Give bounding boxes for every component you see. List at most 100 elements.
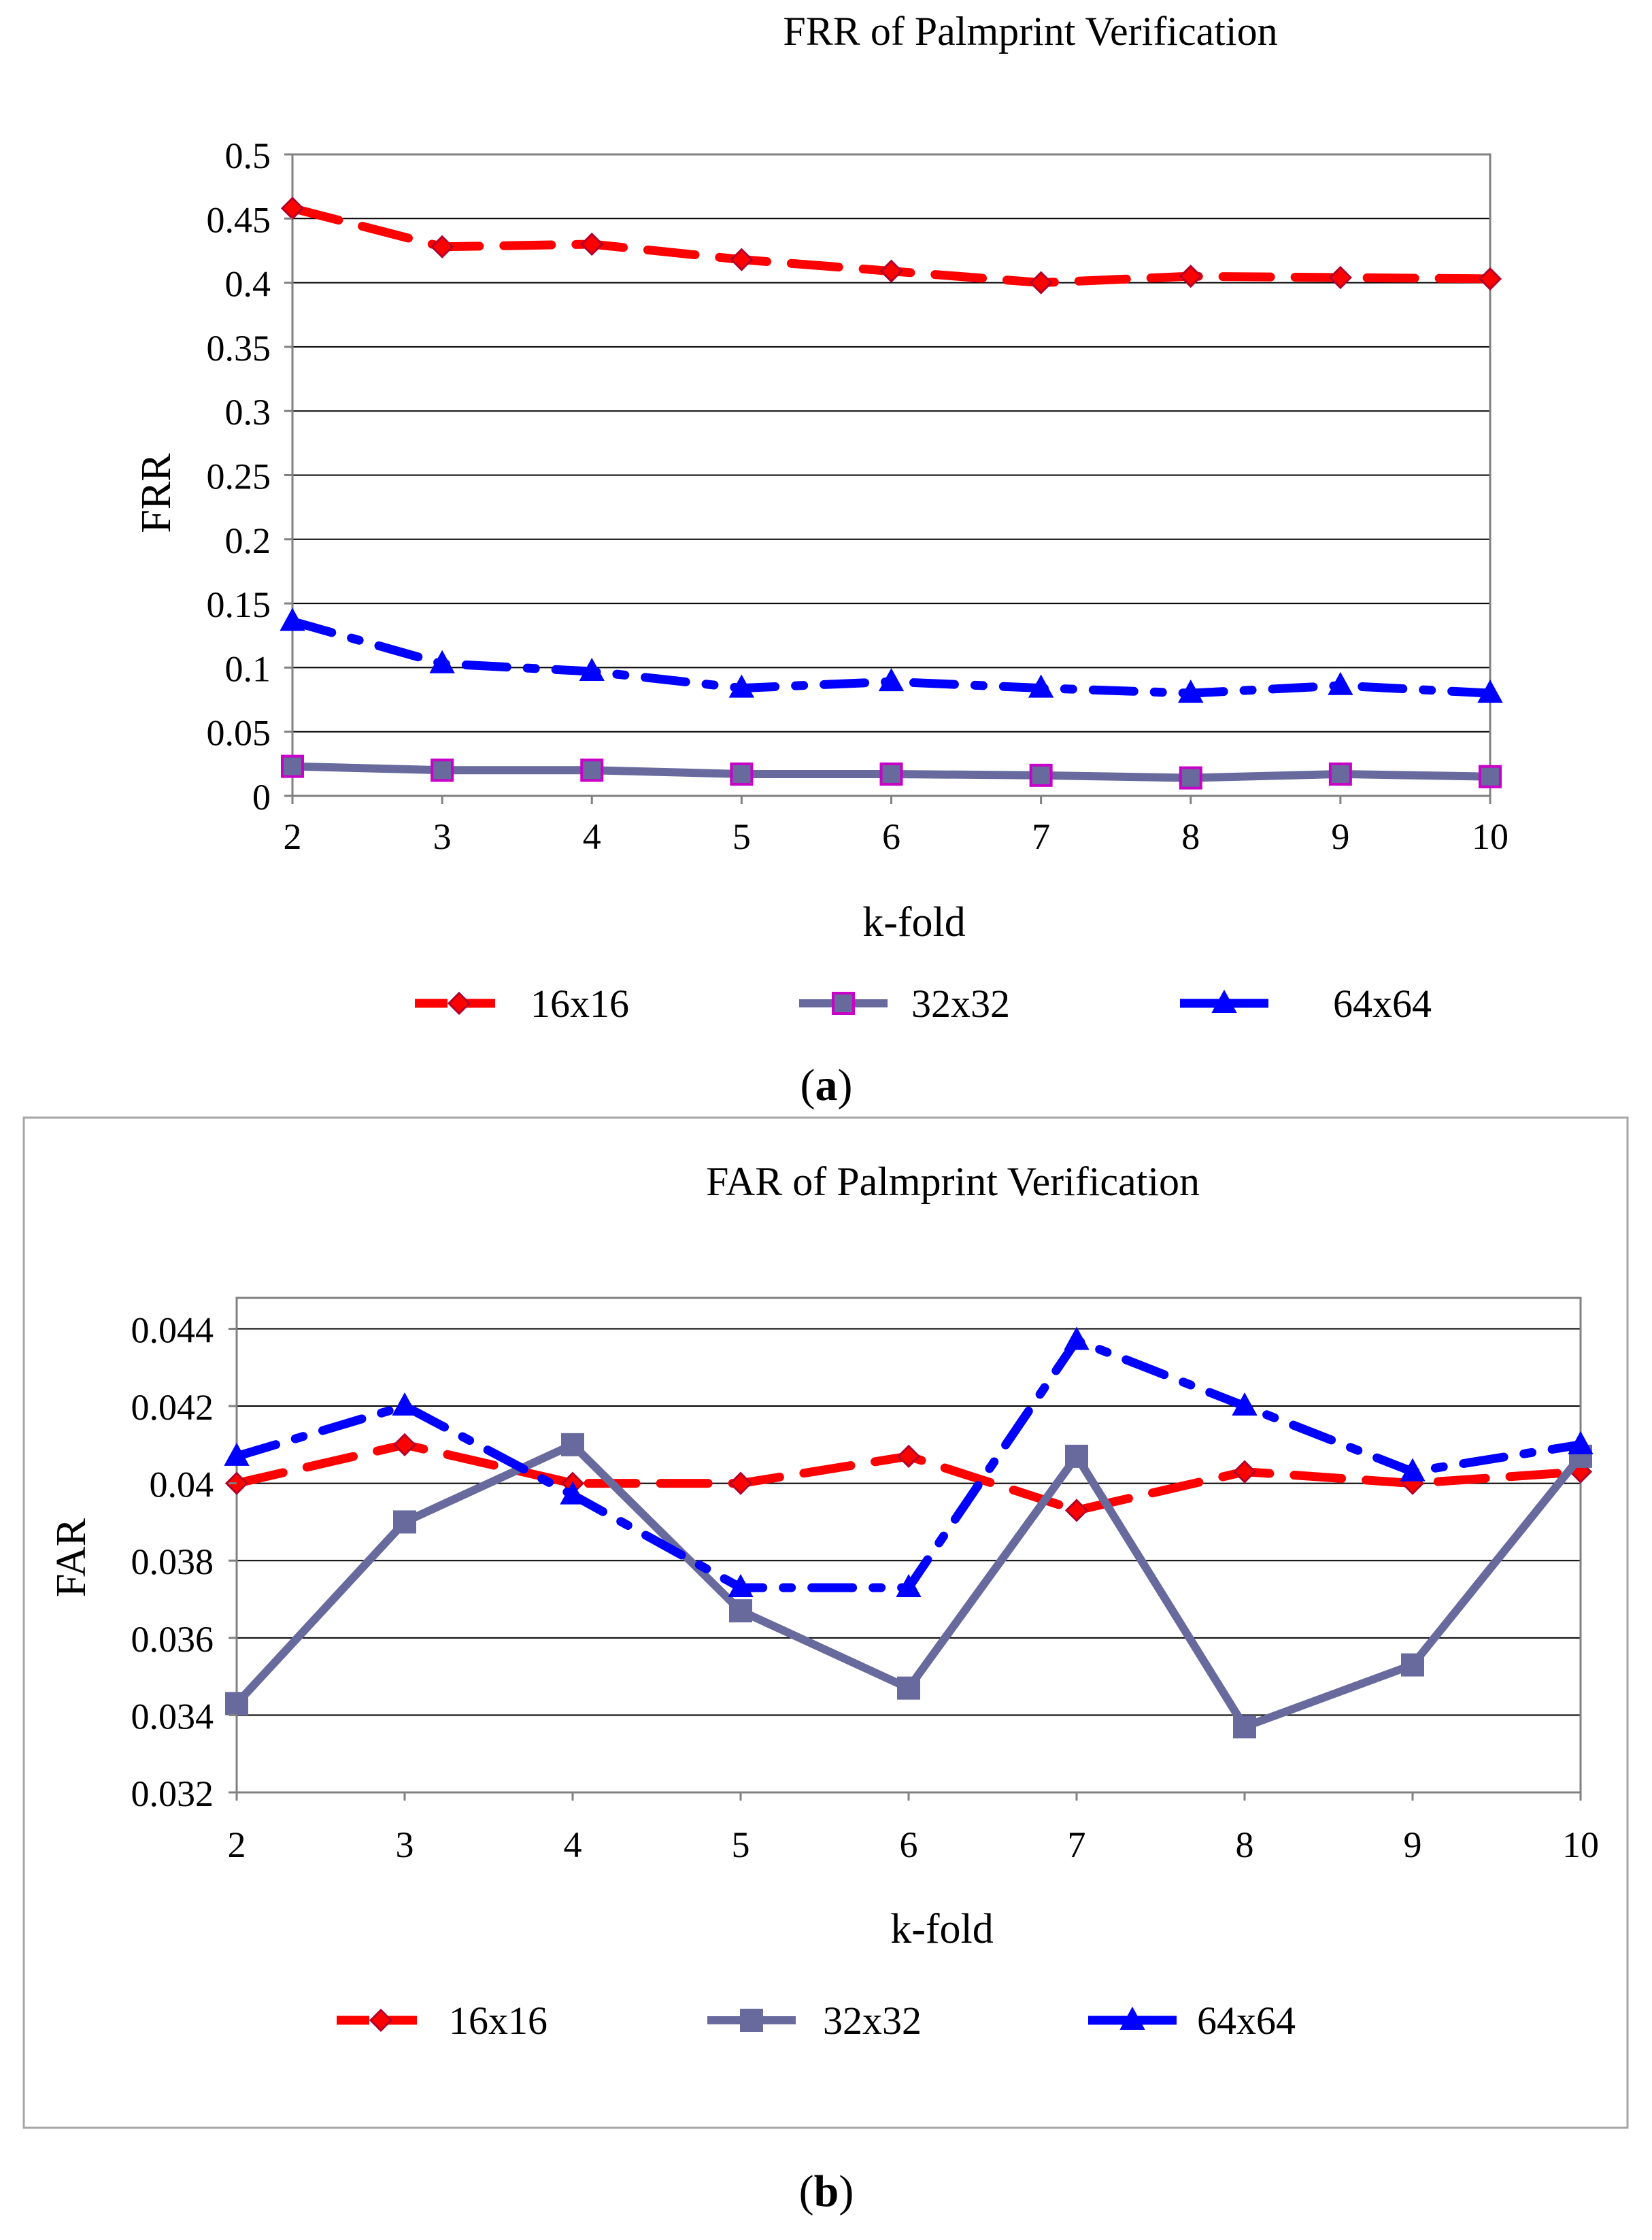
chart-a-legend-label-32x32: 32x32 (911, 982, 1010, 1026)
chart-a-point-32x32 (1479, 765, 1502, 788)
chart-b-legend-marker-32x32 (740, 2009, 763, 2032)
chart-b-point-32x32 (225, 1692, 248, 1716)
chart-a-point-32x32 (730, 762, 754, 786)
chart-b-legend-marker-16x16 (369, 2008, 393, 2033)
chart-a-legend-marker-16x16 (447, 991, 471, 1016)
chart-b-legend: 16x16 32x32 64x64 (337, 1999, 1296, 2043)
chart-a-point-64x64 (1328, 671, 1353, 695)
chart-a-y-tick-label: 0.3 (225, 392, 271, 433)
chart-a-x-tick-label: 10 (1472, 816, 1508, 857)
chart-a-point-64x64 (1028, 674, 1054, 698)
chart-b-point-32x32 (561, 1433, 584, 1456)
chart-b-x-tick-label: 5 (732, 1824, 750, 1865)
chart-a-point-16x16 (431, 235, 454, 258)
frr-chart: FRR of Palmprint Verification 0 0.05 0.1 0.… (133, 9, 1508, 1110)
chart-b-y-ticks: 0.032 0.034 0.036 0.038 0.04 0.042 0.044 (131, 1309, 237, 1814)
chart-b-point-32x32 (1065, 1444, 1088, 1468)
chart-a-x-tick-label: 2 (284, 816, 302, 857)
chart-b-point-32x32 (729, 1599, 752, 1623)
chart-a-legend-label-16x16: 16x16 (530, 982, 629, 1026)
chart-a-point-32x32 (879, 762, 903, 786)
chart-b-x-tick-label: 3 (396, 1824, 414, 1865)
chart-b-y-axis-label: FAR (48, 1518, 95, 1597)
chart-b-legend-label-32x32: 32x32 (823, 1999, 922, 2043)
chart-a-x-tick-label: 4 (583, 816, 601, 857)
chart-a-y-tick-label: 0.2 (225, 520, 271, 561)
chart-a-point-64x64 (878, 668, 905, 692)
chart-b-legend-item-16x16: 16x16 (337, 1999, 547, 2043)
chart-a-legend-marker-64x64 (1211, 989, 1237, 1013)
chart-a-x-tick-label: 9 (1331, 816, 1349, 857)
chart-a-y-axis-label: FRR (133, 453, 180, 533)
chart-a-y-tick-label: 0.25 (207, 456, 271, 497)
chart-b-point-64x64 (224, 1442, 250, 1466)
chart-a-x-tick-label: 3 (433, 816, 452, 857)
chart-a-point-16x16 (580, 232, 604, 256)
chart-b-point-16x16 (896, 1444, 921, 1468)
chart-b-legend-item-32x32: 32x32 (707, 1999, 922, 2043)
chart-b-point-16x16 (1064, 1499, 1089, 1522)
chart-a-point-16x16 (1478, 267, 1502, 291)
chart-b-point-64x64 (1064, 1326, 1090, 1350)
chart-b-point-64x64 (1400, 1458, 1426, 1482)
chart-b-legend-item-64x64: 64x64 (1088, 1999, 1296, 2043)
chart-a-legend-label-64x64: 64x64 (1333, 982, 1432, 1026)
chart-b-point-64x64 (1232, 1392, 1258, 1416)
chart-a-point-64x64 (1178, 680, 1204, 703)
chart-a-legend-item-32x32: 32x32 (799, 982, 1010, 1026)
chart-a-point-64x64 (429, 650, 455, 673)
chart-b-point-32x32 (1401, 1653, 1424, 1677)
chart-b-point-64x64 (1568, 1431, 1594, 1454)
chart-a-legend-item-16x16: 16x16 (415, 982, 629, 1026)
chart-b-point-32x32 (897, 1676, 920, 1700)
chart-b-border (22, 1116, 1629, 2129)
chart-a-x-ticks: 2 3 4 5 6 7 8 9 10 (284, 796, 1508, 857)
chart-a-point-32x32 (281, 754, 304, 778)
chart-a-y-tick-label: 0.4 (225, 264, 271, 305)
chart-a-legend: 16x16 32x32 64x64 (415, 982, 1432, 1026)
chart-a-title: FRR of Palmprint Verification (783, 9, 1277, 54)
chart-b-point-64x64 (560, 1481, 586, 1505)
chart-a-y-tick-label: 0.45 (207, 199, 271, 240)
chart-a-point-32x32 (1179, 766, 1202, 790)
chart-b-y-tick-label: 0.034 (131, 1696, 214, 1737)
chart-b-x-axis-label: k-fold (890, 1906, 994, 1952)
chart-b-x-tick-label: 9 (1404, 1824, 1422, 1865)
chart-b-legend-label-64x64: 64x64 (1197, 1999, 1296, 2043)
chart-b-point-16x16 (1232, 1460, 1257, 1484)
chart-b-legend-label-16x16: 16x16 (449, 1999, 547, 2043)
chart-b-series (224, 1326, 1594, 1739)
chart-b-x-tick-label: 2 (228, 1824, 246, 1865)
chart-b-legend-marker-64x64 (1119, 2006, 1145, 2030)
chart-b-x-tick-label: 6 (900, 1824, 918, 1865)
chart-a-point-16x16 (879, 259, 903, 283)
chart-a-point-32x32 (431, 758, 454, 782)
chart-a-y-tick-label: 0.1 (225, 648, 271, 689)
chart-b-point-32x32 (393, 1510, 416, 1534)
chart-b-x-tick-label: 4 (564, 1824, 582, 1865)
chart-a-y-tick-label: 0.15 (207, 584, 271, 625)
chart-b-x-ticks: 2 3 4 5 6 7 8 9 10 (228, 1792, 1599, 1865)
chart-b-y-tick-label: 0.04 (150, 1465, 214, 1505)
chart-a-point-32x32 (1328, 762, 1352, 786)
chart-a-x-tick-label: 7 (1032, 816, 1050, 857)
chart-a-series (280, 197, 1503, 790)
chart-a-y-tick-label: 0.05 (207, 713, 271, 754)
chart-a-point-64x64 (1477, 680, 1503, 703)
chart-b-point-64x64 (392, 1392, 418, 1416)
chart-b-y-tick-label: 0.044 (131, 1309, 214, 1350)
chart-a-point-32x32 (1029, 763, 1053, 787)
chart-a-point-16x16 (1328, 265, 1352, 290)
chart-a-x-tick-label: 8 (1181, 816, 1200, 857)
chart-a-point-64x64 (280, 607, 305, 631)
chart-b-caption: (b) (799, 2167, 854, 2216)
chart-b-y-tick-label: 0.042 (131, 1387, 214, 1428)
chart-a-x-axis-label: k-fold (862, 899, 966, 946)
chart-a-legend-marker-32x32 (832, 992, 855, 1015)
chart-b-y-tick-label: 0.036 (131, 1619, 214, 1660)
chart-a-x-tick-label: 5 (732, 816, 751, 857)
chart-a-caption: (a) (800, 1060, 853, 1110)
chart-a-point-64x64 (728, 674, 755, 698)
chart-a-legend-item-64x64: 64x64 (1180, 982, 1432, 1026)
